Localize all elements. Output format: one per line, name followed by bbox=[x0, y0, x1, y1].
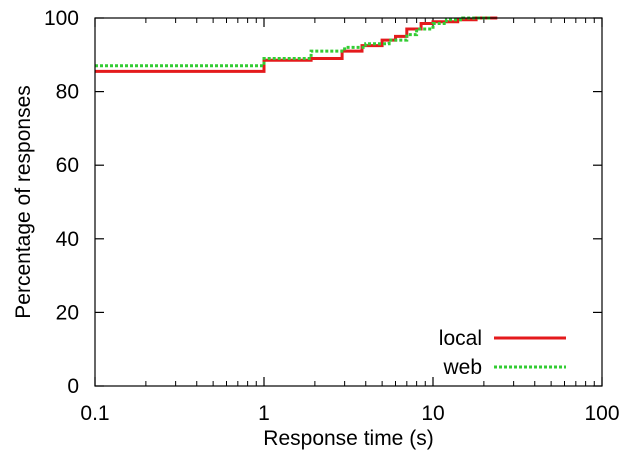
series-layer bbox=[95, 16, 498, 73]
y-tick-label: 60 bbox=[56, 154, 79, 177]
series-line-local bbox=[95, 16, 498, 73]
x-tick-label: 0.1 bbox=[80, 402, 109, 425]
legend-label-local: local bbox=[439, 327, 482, 350]
y-tick-label: 100 bbox=[44, 7, 79, 30]
y-tick-label: 20 bbox=[56, 301, 79, 324]
y-tick-label: 80 bbox=[56, 81, 79, 104]
tick-labels: 0 20 40 60 80 100 0.1 1 10 100 bbox=[44, 7, 620, 425]
x-axis-title: Response time (s) bbox=[263, 427, 433, 450]
y-axis-title: Percentage of responses bbox=[12, 85, 35, 318]
y-tick-label: 40 bbox=[56, 228, 79, 251]
x-tick-label: 10 bbox=[421, 402, 444, 425]
plot-frame bbox=[94, 17, 603, 387]
x-tick-label: 100 bbox=[584, 402, 619, 425]
series-line-web bbox=[95, 16, 491, 68]
y-tick-label: 0 bbox=[67, 375, 79, 398]
legend-label-web: web bbox=[442, 356, 482, 379]
x-tick-label: 1 bbox=[258, 402, 270, 425]
legend: local web bbox=[439, 327, 566, 379]
